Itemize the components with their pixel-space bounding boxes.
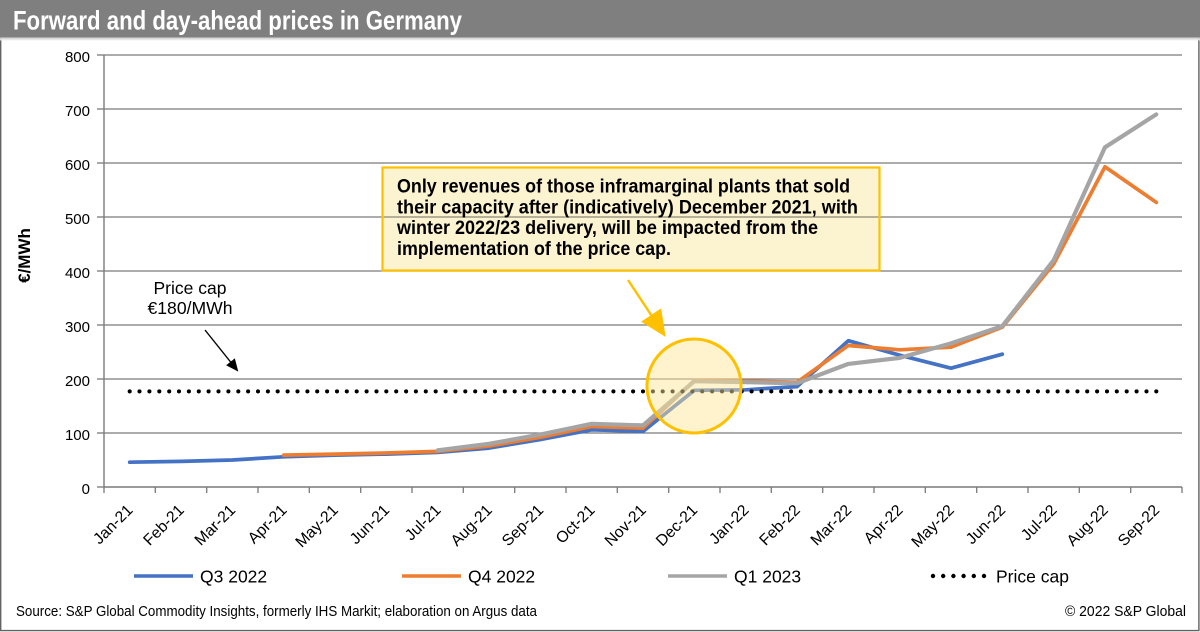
- svg-text:0: 0: [82, 481, 90, 498]
- svg-text:€/MWh: €/MWh: [15, 228, 34, 283]
- svg-text:implementation of the price ca: implementation of the price cap.: [397, 239, 671, 260]
- svg-text:Only revenues of those inframa: Only revenues of those inframarginal pla…: [397, 177, 850, 198]
- svg-text:800: 800: [65, 49, 90, 66]
- svg-text:Q4 2022: Q4 2022: [468, 567, 535, 587]
- svg-text:Price cap: Price cap: [996, 567, 1069, 587]
- svg-text:Q1 2023: Q1 2023: [734, 567, 801, 587]
- svg-text:Q3 2022: Q3 2022: [200, 567, 267, 587]
- svg-text:400: 400: [65, 265, 90, 282]
- svg-text:100: 100: [65, 427, 90, 444]
- svg-text:300: 300: [65, 319, 90, 336]
- svg-text:Price cap: Price cap: [154, 278, 227, 298]
- svg-text:Source: S&P Global Commodity I: Source: S&P Global Commodity Insights, f…: [16, 603, 538, 620]
- svg-text:500: 500: [65, 211, 90, 228]
- svg-text:600: 600: [65, 157, 90, 174]
- svg-text:their capacity after (indicati: their capacity after (indicatively) Dece…: [397, 197, 858, 218]
- svg-text:winter 2022/23 delivery, will: winter 2022/23 delivery, will be impacte…: [396, 218, 818, 239]
- svg-text:200: 200: [65, 373, 90, 390]
- svg-text:700: 700: [65, 103, 90, 120]
- svg-text:© 2022 S&P Global: © 2022 S&P Global: [1065, 603, 1186, 620]
- svg-text:Forward and day-ahead prices i: Forward and day-ahead prices in Germany: [13, 6, 462, 36]
- svg-text:€180/MWh: €180/MWh: [148, 298, 233, 318]
